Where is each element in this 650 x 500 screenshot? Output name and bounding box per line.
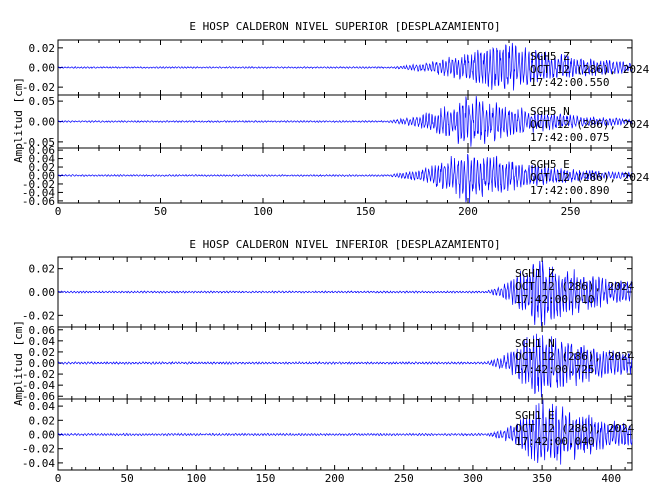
seismogram-figure-1: E HOSP CALDERON NIVEL SUPERIOR [DESPLAZA…: [12, 20, 650, 218]
x-tick-label: 50: [154, 205, 167, 218]
time-label: 17:42:00.890: [530, 184, 609, 197]
time-label: 17:42:00.550: [530, 76, 609, 89]
y-tick-label: 0.00: [29, 116, 56, 129]
station-label: SGH1 E: [515, 409, 555, 422]
time-label: 17:42:00.010: [515, 293, 594, 306]
y-tick-label: 0.00: [29, 62, 56, 75]
y-tick-label: 0.02: [29, 161, 56, 174]
x-tick-label: 350: [532, 472, 552, 485]
y-tick-label: 0.04: [29, 153, 56, 166]
y-axis-label: Amplitud [cm]: [12, 320, 25, 406]
y-tick-label: -0.02: [22, 81, 55, 94]
x-tick-label: 200: [325, 472, 345, 485]
y-tick-label: -0.04: [22, 186, 55, 199]
date-label: OCT 12 (286), 2024: [530, 171, 650, 184]
channel-panel-sgh1-n: 0.060.040.020.00-0.02-0.04-0.06 SGH1 NOCT…: [22, 324, 635, 403]
y-tick-label: 0.04: [29, 400, 56, 413]
y-tick-label: -0.02: [22, 368, 55, 381]
station-label: SGH5 E: [530, 158, 570, 171]
x-tick-label: 0: [55, 472, 62, 485]
channel-panel-sgh5-e: 0.060.040.020.00-0.02-0.04-0.06 SGH5 EOCT…: [22, 144, 650, 208]
x-tick-label: 150: [256, 472, 276, 485]
waveform-trace: [57, 399, 633, 465]
x-tick-label: 150: [356, 205, 376, 218]
waveform-trace: [58, 260, 633, 327]
waveform-trace: [57, 153, 633, 204]
x-tick-label: 100: [253, 205, 273, 218]
y-tick-label: 0.04: [29, 335, 56, 348]
y-tick-label: 0.06: [29, 144, 56, 157]
time-label: 17:42:00.075: [530, 131, 609, 144]
station-label: SGH5 N: [530, 105, 570, 118]
x-tick-label: 0: [55, 205, 62, 218]
y-tick-label: 0.02: [29, 346, 56, 359]
y-tick-label: 0.00: [29, 429, 56, 442]
x-tick-label: 250: [561, 205, 581, 218]
y-tick-label: 0.06: [29, 324, 56, 337]
y-tick-label: -0.06: [22, 195, 55, 208]
x-tick-label: 250: [394, 472, 414, 485]
x-tick-label: 400: [601, 472, 621, 485]
y-tick-label: -0.04: [22, 457, 55, 470]
y-tick-label: 0.00: [29, 357, 56, 370]
station-label: SGH1 N: [515, 337, 555, 350]
y-axis-label: Amplitud [cm]: [12, 77, 25, 163]
x-tick-label: 100: [186, 472, 206, 485]
date-label: OCT 12 (286), 2024: [530, 63, 650, 76]
y-tick-label: -0.02: [22, 443, 55, 456]
x-tick-label: 300: [463, 472, 483, 485]
x-tick-label: 50: [121, 472, 134, 485]
y-tick-label: 0.00: [29, 286, 56, 299]
y-tick-label: -0.06: [22, 390, 55, 403]
waveform-trace: [57, 95, 633, 147]
seismogram-figure-2: E HOSP CALDERON NIVEL INFERIOR [DESPLAZA…: [12, 238, 635, 485]
date-label: OCT 12 (286), 2024: [515, 280, 635, 293]
date-label: OCT 12 (286), 2024: [515, 422, 635, 435]
waveform-trace: [57, 42, 633, 91]
x-tick-label: 200: [458, 205, 478, 218]
station-label: SGH1 Z: [515, 267, 555, 280]
y-tick-label: 0.02: [29, 263, 56, 276]
y-tick-label: -0.04: [22, 379, 55, 392]
y-tick-label: -0.05: [22, 136, 55, 149]
waveform-trace: [57, 333, 633, 398]
y-tick-label: 0.00: [29, 170, 56, 183]
figure-title: E HOSP CALDERON NIVEL SUPERIOR [DESPLAZA…: [189, 20, 500, 33]
date-label: OCT 12 (286), 2024: [530, 118, 650, 131]
figure-title: E HOSP CALDERON NIVEL INFERIOR [DESPLAZA…: [189, 238, 500, 251]
date-label: OCT 12 (286), 2024: [515, 350, 635, 363]
time-label: 17:42:00.725: [515, 363, 594, 376]
y-tick-label: 0.02: [29, 414, 56, 427]
y-tick-label: -0.02: [22, 309, 55, 322]
station-label: SGH5 Z: [530, 50, 570, 63]
y-tick-label: 0.02: [29, 42, 56, 55]
y-tick-label: 0.05: [29, 95, 56, 108]
y-tick-label: -0.02: [22, 178, 55, 191]
time-label: 17:42:00.040: [515, 435, 594, 448]
